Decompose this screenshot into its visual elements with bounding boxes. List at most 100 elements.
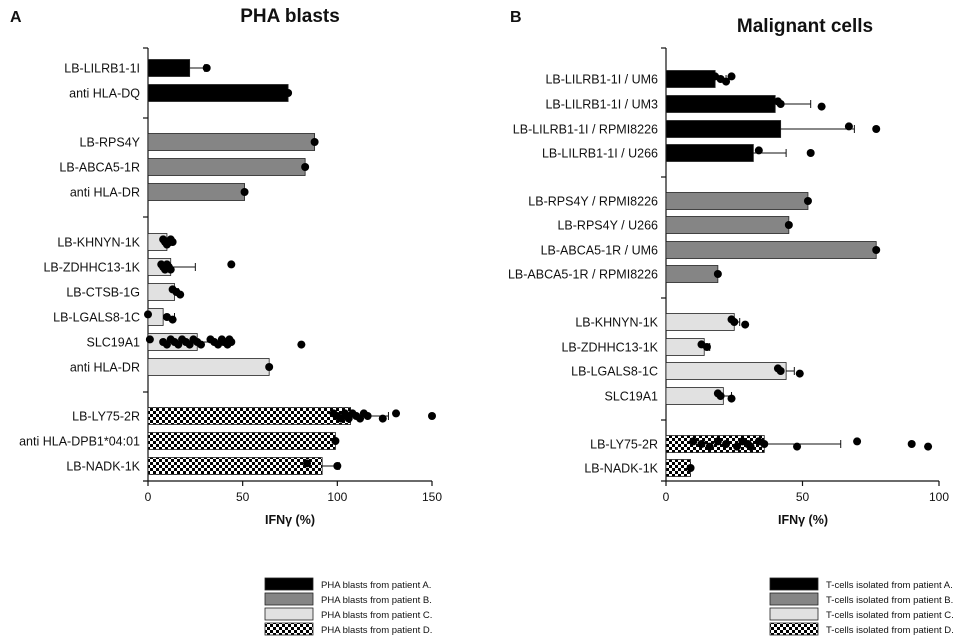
panel-letter: A bbox=[10, 9, 22, 26]
data-point bbox=[853, 437, 862, 446]
category-label: LB-RPS4Y bbox=[80, 136, 141, 150]
data-point bbox=[176, 290, 185, 299]
category-label: LB-ABCA5-1R bbox=[59, 161, 140, 175]
data-point bbox=[686, 464, 695, 472]
category-label: LB-KHNYN-1K bbox=[575, 316, 658, 330]
bar bbox=[665, 70, 716, 88]
bar bbox=[665, 313, 735, 331]
category-label: LB-LILRB1-1I / UM6 bbox=[545, 73, 658, 87]
bar-row: LB-RPS4Y bbox=[80, 133, 319, 151]
data-point bbox=[166, 265, 175, 274]
bar bbox=[147, 358, 270, 376]
data-point bbox=[776, 367, 785, 375]
data-point bbox=[732, 442, 741, 451]
legend-label: PHA blasts from patient B. bbox=[321, 595, 432, 606]
bar-row: LB-ABCA5-1R / UM6 bbox=[541, 241, 881, 259]
bar-row: LB-ABCA5-1R bbox=[59, 158, 310, 176]
bar-row: LB-LILRB1-1I / UM3 bbox=[545, 95, 826, 113]
data-point bbox=[145, 335, 154, 344]
data-point bbox=[202, 64, 211, 72]
bar-row: LB-RPS4Y / U266 bbox=[557, 216, 793, 234]
legend-label: T-cells isolated from patient B. bbox=[826, 595, 953, 606]
bar-row: anti HLA-DPB1*04:01 bbox=[19, 432, 340, 450]
data-point bbox=[168, 238, 177, 246]
bar-row: anti HLA-DR bbox=[70, 358, 274, 376]
data-point bbox=[784, 221, 793, 229]
legend-swatch bbox=[264, 577, 314, 591]
data-point bbox=[793, 442, 802, 451]
data-point bbox=[697, 440, 706, 448]
bar-row: LB-NADK-1K bbox=[66, 457, 342, 475]
category-label: LB-LILRB1-1I / RPMI8226 bbox=[513, 123, 658, 137]
x-tick-label: 100 bbox=[929, 490, 949, 504]
legend-label: T-cells isolated from patient C. bbox=[826, 610, 954, 621]
category-label: LB-ABCA5-1R / RPMI8226 bbox=[508, 268, 658, 282]
bar-row: SLC19A1 bbox=[86, 333, 306, 351]
category-label: LB-NADK-1K bbox=[66, 460, 140, 474]
data-point bbox=[727, 72, 736, 81]
data-point bbox=[806, 149, 815, 157]
bar-row: LB-CTSB-1G bbox=[66, 283, 185, 301]
data-point bbox=[331, 437, 340, 445]
category-label: LB-RPS4Y / U266 bbox=[557, 219, 658, 233]
x-tick-label: 150 bbox=[422, 490, 442, 504]
x-axis-label: IFNγ (%) bbox=[265, 513, 315, 527]
data-point bbox=[705, 442, 714, 451]
bar-row: LB-LGALS8-1C bbox=[571, 362, 804, 380]
category-label: LB-RPS4Y / RPMI8226 bbox=[528, 195, 658, 209]
category-label: LB-KHNYN-1K bbox=[57, 236, 140, 250]
category-label: anti HLA-DPB1*04:01 bbox=[19, 435, 140, 449]
data-point bbox=[722, 77, 731, 86]
data-point bbox=[197, 340, 206, 349]
bar bbox=[665, 362, 787, 380]
legend-swatch bbox=[769, 622, 819, 636]
bar-row: LB-LILRB1-1I / U266 bbox=[542, 144, 815, 162]
category-label: LB-LILRB1-1I bbox=[64, 62, 140, 76]
data-point bbox=[689, 437, 698, 446]
data-point bbox=[741, 320, 750, 329]
bar-row: LB-LY75-2R bbox=[72, 407, 436, 425]
data-point bbox=[301, 163, 310, 171]
panel-title: Malignant cells bbox=[737, 16, 873, 37]
data-point bbox=[168, 315, 177, 324]
bar bbox=[665, 387, 724, 405]
bar bbox=[665, 95, 776, 113]
data-point bbox=[924, 442, 933, 451]
legend-label: PHA blasts from patient D. bbox=[321, 625, 432, 636]
category-label: LB-NADK-1K bbox=[584, 462, 658, 476]
data-point bbox=[803, 197, 812, 205]
bar bbox=[147, 84, 289, 102]
data-point bbox=[378, 414, 387, 423]
bar bbox=[665, 144, 754, 162]
bar-row: anti HLA-DR bbox=[70, 183, 249, 201]
data-point bbox=[817, 102, 826, 111]
data-point bbox=[392, 409, 401, 418]
legend-label: PHA blasts from patient C. bbox=[321, 610, 432, 621]
bar-row: SLC19A1 bbox=[604, 387, 736, 405]
data-point bbox=[727, 394, 736, 403]
x-axis-label: IFNγ (%) bbox=[778, 513, 828, 527]
data-point bbox=[713, 270, 722, 278]
bar-row: anti HLA-DQ bbox=[69, 84, 293, 102]
bar-row: LB-ABCA5-1R / RPMI8226 bbox=[508, 265, 722, 283]
legend-swatch bbox=[264, 607, 314, 621]
data-point bbox=[227, 260, 236, 269]
bar bbox=[665, 265, 719, 283]
category-label: anti HLA-DR bbox=[70, 361, 140, 375]
bar-row: LB-LILRB1-1I / RPMI8226 bbox=[513, 120, 881, 138]
bar-row: LB-NADK-1K bbox=[584, 459, 695, 477]
bar bbox=[665, 216, 790, 234]
data-point bbox=[872, 246, 881, 254]
bar bbox=[147, 59, 191, 77]
data-point bbox=[363, 412, 372, 420]
data-point bbox=[844, 122, 853, 131]
panel-title: PHA blasts bbox=[240, 6, 340, 27]
panel-b: B Malignant cells 0 50 100 IFNγ (%) LB-LILRB1-… bbox=[508, 9, 954, 636]
data-point bbox=[240, 188, 249, 196]
category-label: LB-LY75-2R bbox=[590, 438, 658, 452]
category-label: anti HLA-DR bbox=[70, 186, 140, 200]
bar bbox=[665, 192, 809, 210]
bar-row: LB-ZDHHC13-1K bbox=[561, 338, 711, 356]
legend-swatch bbox=[769, 592, 819, 606]
data-point bbox=[776, 100, 785, 108]
